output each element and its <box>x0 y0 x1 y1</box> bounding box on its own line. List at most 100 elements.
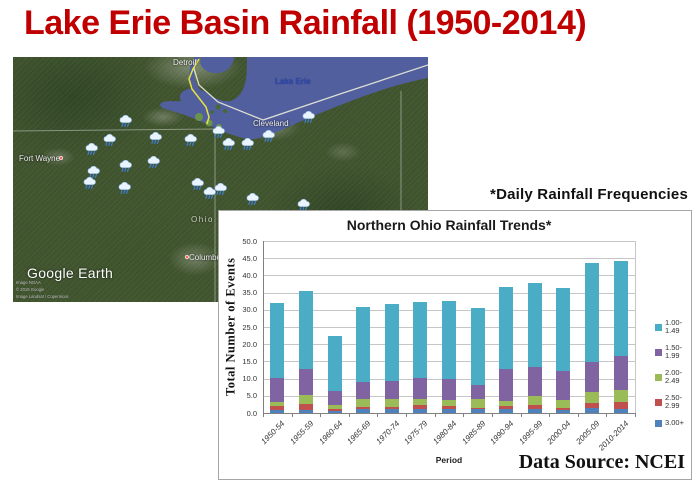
y-tick-label: 0.0 <box>246 408 257 418</box>
y-tick-label: 5.0 <box>246 391 257 401</box>
bar-segment-3.00+-1950-54 <box>270 409 285 413</box>
bar-segment-1.50-1.99-1985-89 <box>470 384 485 400</box>
bar-segment-2.50-2.99-1960-64 <box>327 408 342 412</box>
legend-label: 1.00-1.49 <box>665 318 683 335</box>
bar-segment-2.50-2.99-1975-79 <box>413 405 428 409</box>
gridline <box>263 275 635 277</box>
columbus-dot <box>185 255 189 259</box>
bar-segment-2.00-2.49-1950-54 <box>270 401 285 407</box>
legend-label: 1.50-1.99 <box>665 343 683 360</box>
bar-segment-2.00-2.49-1980-84 <box>442 399 456 407</box>
bar-segment-2.00-2.49-2000-04 <box>556 399 571 408</box>
x-category-label: 1970-74 <box>374 419 402 447</box>
bar-segment-1.50-1.99-2010-2014 <box>613 356 628 390</box>
bar-segment-1.50-1.99-1995-99 <box>527 366 542 396</box>
map-label-ohio: Ohio <box>191 215 214 224</box>
bar-segment-2.50-2.99-1995-99 <box>527 405 542 409</box>
bar-segment-2.00-2.49-2010-2014 <box>613 389 628 402</box>
border-line <box>193 58 428 121</box>
legend-item-2.50-2.99: 2.50-2.99 <box>655 394 691 410</box>
bar-segment-3.00+-1965-69 <box>356 408 371 413</box>
y-tick-label: 45.0 <box>242 253 257 263</box>
x-tick-mark <box>320 414 322 417</box>
rain-gauge-icon <box>84 143 99 156</box>
bar-segment-1.00-1.49-1995-99 <box>527 283 542 367</box>
bar-segment-1.50-1.99-1955-59 <box>298 369 313 396</box>
bar-segment-2.50-2.99-2010-2014 <box>613 401 628 409</box>
legend-swatch <box>655 419 662 427</box>
map-label-columbus: Columbus <box>189 253 226 262</box>
x-tick-mark <box>406 414 408 417</box>
legend-swatch <box>655 398 662 406</box>
bar-segment-1.50-1.99-1990-94 <box>499 368 514 401</box>
map-attribution-line: Image Landsat / Copernicus <box>16 295 69 300</box>
rain-gauge-icon <box>118 160 133 173</box>
rain-gauge-icon <box>240 138 255 151</box>
bar-segment-2.00-2.49-1965-69 <box>356 399 371 407</box>
x-tick-mark <box>263 414 264 417</box>
bar-segment-2.00-2.49-1995-99 <box>527 395 542 406</box>
legend-swatch <box>655 323 662 331</box>
x-category-label: 1980-84 <box>431 419 459 447</box>
data-source-label: Data Source: NCEI <box>518 451 685 473</box>
bar-segment-1.50-1.99-1950-54 <box>270 377 285 402</box>
bar-segment-1.50-1.99-1965-69 <box>356 382 371 400</box>
legend-item-2.00-2.49: 2.00-2.49 <box>655 369 691 385</box>
google-earth-watermark: Google Earth <box>27 265 114 281</box>
y-tick-label: 10.0 <box>242 374 257 384</box>
bar-segment-1.50-1.99-2005-09 <box>585 362 600 393</box>
legend-label: 2.00-2.49 <box>665 368 683 385</box>
x-category-label: 2000-04 <box>545 419 573 447</box>
bar-segment-3.00+-1995-99 <box>527 408 542 413</box>
bar-segment-3.00+-1970-74 <box>384 408 399 413</box>
bar-segment-1.00-1.49-1950-54 <box>270 302 285 378</box>
rain-gauge-icon <box>221 138 236 151</box>
map-label-cleveland: Cleveland <box>253 119 289 128</box>
legend-swatch <box>655 373 662 381</box>
y-tick-label: 25.0 <box>242 322 257 332</box>
bar-segment-2.00-2.49-1985-89 <box>470 399 485 408</box>
map-attribution-line: Image NOAA <box>16 281 41 286</box>
satellite-map[interactable]: Detroit Lake Erie Cleveland Fort Wayne Ohio C… <box>13 57 428 302</box>
legend-item-3.00+: 3.00+ <box>655 419 691 427</box>
bar-segment-1.00-1.49-1970-74 <box>384 304 399 382</box>
rain-gauge-icon <box>213 183 228 196</box>
x-tick-mark <box>377 414 379 417</box>
rainfall-trends-chart: Northern Ohio Rainfall Trends* Total Num… <box>218 210 692 480</box>
y-tick-label: 30.0 <box>242 305 257 315</box>
bar-segment-1.50-1.99-1980-84 <box>442 378 456 400</box>
y-tick-label: 35.0 <box>242 288 257 298</box>
bar-segment-3.00+-1960-64 <box>327 411 342 413</box>
bar-segment-1.50-1.99-1960-64 <box>327 390 342 406</box>
bar-segment-2.50-2.99-2005-09 <box>585 403 600 408</box>
x-category-label: 1975-79 <box>402 419 430 447</box>
gridline <box>263 292 635 294</box>
rain-gauge-icon <box>117 182 132 195</box>
rain-gauge-icon <box>245 193 260 206</box>
rain-gauge-icon <box>82 177 97 190</box>
bar-segment-1.00-1.49-1985-89 <box>470 308 485 385</box>
rain-gauge-icon <box>183 134 198 147</box>
rain-gauge-icon <box>146 156 161 169</box>
bar-segment-2.00-2.49-1975-79 <box>413 399 428 406</box>
x-tick-mark <box>635 414 636 417</box>
bar-segment-1.00-1.49-2010-2014 <box>613 261 628 357</box>
x-category-label: 1990-94 <box>488 419 516 447</box>
x-category-label: 1965-69 <box>345 419 373 447</box>
map-overlay-graphics <box>13 57 428 302</box>
bar-segment-3.00+-2000-04 <box>556 409 571 413</box>
legend-item-1.50-1.99: 1.50-1.99 <box>655 344 691 360</box>
bar-segment-2.00-2.49-1990-94 <box>499 400 514 407</box>
fort-wayne-dot <box>59 156 63 160</box>
x-category-label: 2010-2014 <box>596 419 631 453</box>
y-tick-label: 50.0 <box>242 236 257 246</box>
bar-segment-1.00-1.49-2000-04 <box>556 287 571 371</box>
bar-segment-1.00-1.49-1980-84 <box>442 301 456 379</box>
lake-erie-water <box>160 57 428 140</box>
chart-title: Northern Ohio Rainfall Trends* <box>346 217 552 233</box>
bar-segment-3.00+-1980-84 <box>442 408 456 413</box>
map-label-detroit: Detroit <box>173 58 197 67</box>
detroit-river <box>189 57 210 105</box>
x-axis-title: Period <box>435 455 463 465</box>
